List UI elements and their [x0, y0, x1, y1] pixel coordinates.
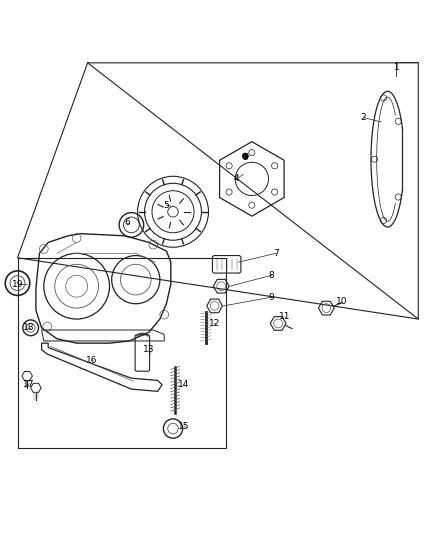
Text: 13: 13 [143, 345, 155, 354]
Text: 4: 4 [234, 174, 239, 183]
Circle shape [242, 153, 248, 159]
Text: 18: 18 [23, 324, 34, 332]
Text: 7: 7 [273, 249, 279, 258]
Text: 6: 6 [124, 218, 130, 227]
Text: 9: 9 [268, 293, 275, 302]
Text: 5: 5 [163, 201, 170, 209]
Text: 1: 1 [393, 63, 399, 72]
Text: 12: 12 [209, 319, 220, 328]
Text: 15: 15 [178, 422, 190, 431]
Text: 10: 10 [336, 297, 347, 306]
Text: 2: 2 [361, 113, 366, 122]
Text: 17: 17 [23, 380, 34, 389]
Text: 11: 11 [279, 312, 290, 321]
Text: 14: 14 [178, 380, 190, 389]
Text: 16: 16 [86, 356, 98, 365]
Text: 19: 19 [12, 279, 23, 288]
Text: 8: 8 [268, 271, 275, 280]
Text: 3: 3 [242, 152, 248, 161]
